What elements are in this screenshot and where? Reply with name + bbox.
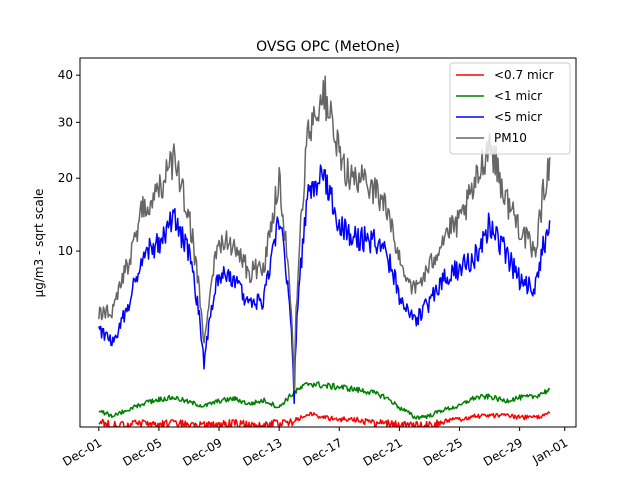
legend-label: <5 micr [494, 110, 542, 124]
y-axis: 10 20 30 40 [58, 68, 80, 258]
series-line-0-7-micr [98, 411, 551, 427]
legend-label: PM10 [494, 131, 527, 145]
y-tick-label: 20 [58, 171, 73, 185]
y-tick-label: 10 [58, 244, 73, 258]
y-axis-label: µg/m3 - sqrt scale [32, 189, 46, 298]
legend-label: <0.7 micr [494, 68, 554, 82]
y-tick-label: 30 [58, 115, 73, 129]
series-line-pm10 [98, 75, 551, 392]
chart-title: OVSG OPC (MetOne) [256, 39, 400, 55]
legend: <0.7 micr <1 micr <5 micr PM10 [449, 62, 571, 155]
legend-box [449, 62, 571, 155]
series-layer [98, 75, 551, 427]
plot-frame [79, 57, 577, 428]
series-line-5-micr [98, 164, 551, 405]
series-line-1-micr [98, 381, 551, 420]
y-tick-label: 40 [58, 68, 73, 82]
legend-label: <1 micr [494, 89, 542, 103]
